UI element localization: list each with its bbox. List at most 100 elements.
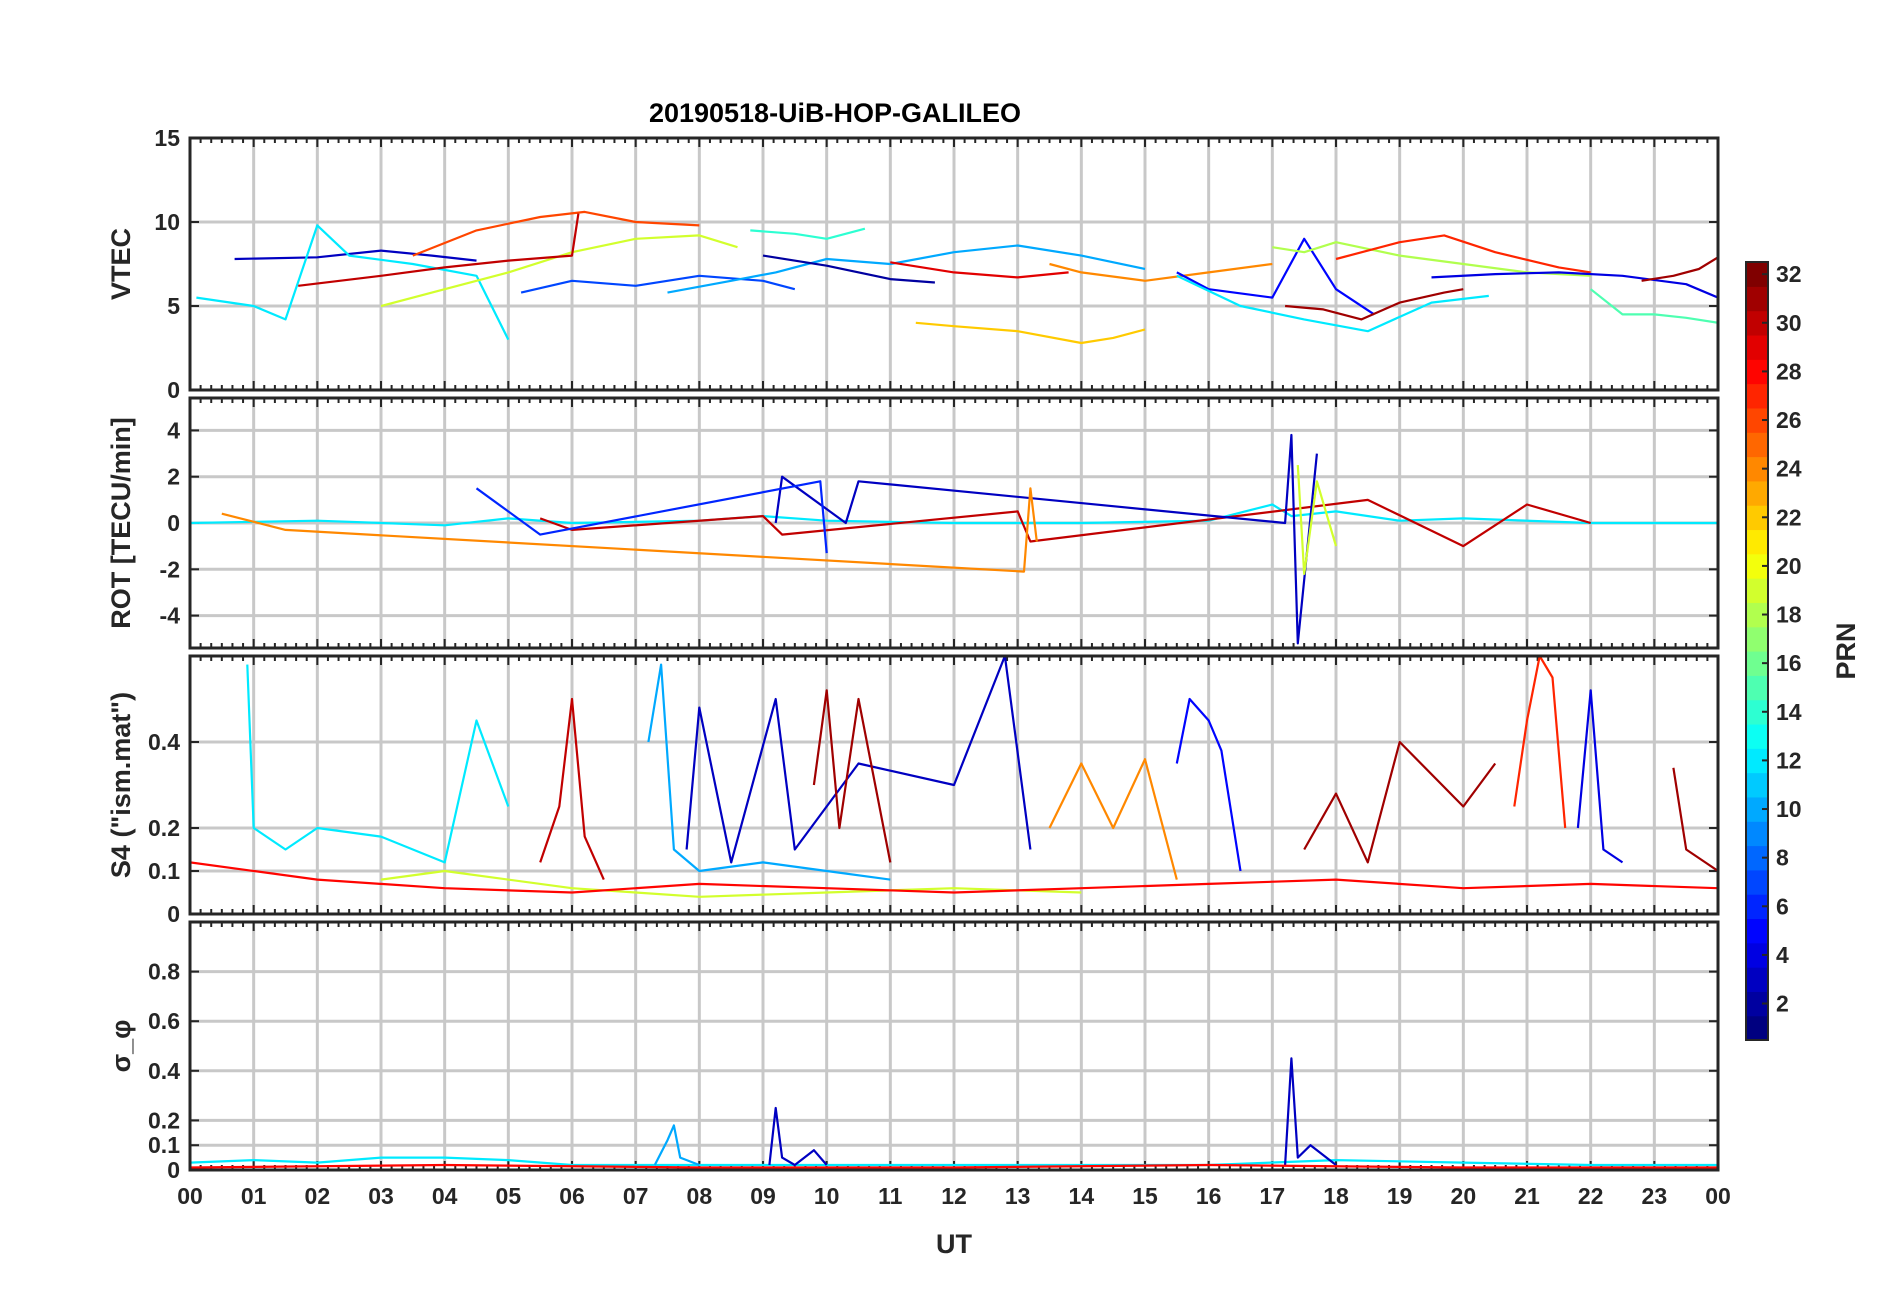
series-line-prn-30: [298, 213, 580, 287]
x-tick-label: 07: [623, 1183, 649, 1209]
axes-frame: [188, 396, 1720, 650]
x-tick-label: 15: [1132, 1183, 1158, 1209]
colorbar-segment: [1746, 383, 1768, 409]
series-line-prn-10: [647, 663, 891, 881]
series-line-prn-19: [380, 869, 1082, 898]
x-tick-label: 08: [687, 1183, 713, 1209]
series-line-prn-12: [196, 224, 510, 341]
series-group: [190, 433, 1718, 645]
y-tick-label: 0.1: [148, 1132, 180, 1158]
series-group: [196, 210, 1718, 345]
x-tick-label: 16: [1196, 1183, 1222, 1209]
series-line-prn-22: [915, 321, 1146, 345]
colorbar-frame: [1745, 261, 1769, 1041]
x-tick-label: 11: [878, 1183, 903, 1209]
x-tick-label: 23: [1642, 1183, 1668, 1209]
colorbar-tick-label: 32: [1776, 261, 1802, 287]
y-tick-label: 0.2: [148, 815, 180, 841]
series-line-prn-3: [234, 249, 477, 262]
x-tick-label: 03: [368, 1183, 394, 1209]
colorbar-segment: [1746, 626, 1768, 652]
series-line-prn-24: [1048, 758, 1178, 880]
colorbar-segment: [1746, 699, 1768, 725]
colorbar-segment: [1746, 407, 1768, 433]
chart-title: 20190518-UiB-HOP-GALILEO: [649, 98, 1021, 128]
colorbar-segment: [1746, 553, 1768, 579]
x-tick-label: 18: [1323, 1183, 1349, 1209]
series-line-prn-6: [475, 480, 828, 554]
colorbar-segment: [1746, 723, 1768, 749]
colorbar-segment: [1746, 894, 1768, 920]
series-line-prn-3: [685, 656, 1032, 864]
axes-frame: [188, 136, 1720, 392]
colorbar-segment: [1746, 651, 1768, 676]
x-tick-label: 09: [750, 1183, 776, 1209]
x-tick-label: 13: [1005, 1183, 1031, 1209]
series-line-prn-2: [762, 254, 935, 284]
colorbar-segment: [1746, 286, 1768, 312]
y-tick-label: 15: [154, 125, 180, 151]
y-tick-label: -4: [160, 603, 181, 629]
colorbar-tick-label: 12: [1776, 747, 1802, 773]
panel-rot: -4 -2 0 2 4 ROT [TECU/min]: [106, 396, 1720, 650]
colorbar-tick-label: 20: [1776, 553, 1802, 579]
y-axis-label: ROT [TECU/min]: [106, 417, 136, 628]
y-tick-label: 2: [167, 464, 180, 490]
colorbar-segment: [1746, 918, 1768, 944]
series-line-prn-24: [1049, 262, 1273, 282]
colorbar-tick-label: 4: [1776, 942, 1789, 968]
y-tick-label: 0: [167, 510, 180, 536]
y-axis-label: S4 ("ism.mat"): [106, 692, 136, 878]
series-line-prn-15: [1590, 288, 1718, 324]
series-line-prn-4: [1431, 271, 1718, 299]
colorbar-segment: [1746, 991, 1768, 1017]
colorbar-segment: [1746, 821, 1768, 847]
colorbar-segment: [1746, 748, 1768, 774]
colorbar-segment: [1746, 480, 1768, 506]
colorbar-segment: [1746, 456, 1768, 482]
colorbar-tick-label: 18: [1776, 602, 1802, 628]
colorbar-tick-label: 16: [1776, 650, 1802, 676]
x-tick-label: 10: [814, 1183, 840, 1209]
x-tick-label: 02: [305, 1183, 331, 1209]
y-tick-label: 0: [167, 1157, 180, 1183]
y-tick-label: 0: [167, 901, 180, 927]
x-tick-label: 06: [559, 1183, 585, 1209]
series-line-prn-28: [190, 861, 1718, 894]
series-line-prn-24: [221, 487, 1038, 573]
colorbar-segment: [1746, 529, 1768, 555]
series-line-prn-31: [1303, 740, 1497, 864]
colorbar-segment: [1746, 796, 1768, 822]
series-line-prn-5: [1176, 237, 1375, 316]
colorbar-tick-label: 6: [1776, 893, 1789, 919]
series-line-prn-12: [1176, 274, 1489, 333]
series-line-prn-29: [890, 261, 1069, 279]
y-axis-label: σ_φ: [106, 1020, 136, 1073]
series-line-prn-7: [520, 274, 796, 294]
series-line-prn-3: [768, 1106, 828, 1167]
x-tick-label: 12: [941, 1183, 967, 1209]
x-tick-label: 00: [1705, 1183, 1731, 1209]
axes-frame: [188, 920, 1720, 1172]
colorbar-tick-label: 8: [1776, 845, 1789, 871]
colorbar-tick-label: 24: [1776, 456, 1802, 482]
x-tick-label: 21: [1514, 1183, 1540, 1209]
x-tick-label: 04: [432, 1183, 458, 1209]
colorbar-tick-label: 30: [1776, 310, 1802, 336]
series-line-prn-31: [1285, 288, 1464, 321]
series-line-prn-31: [1641, 256, 1718, 282]
colorbar-segment: [1746, 602, 1768, 628]
colorbar-segment: [1746, 310, 1768, 336]
x-tick-label: 01: [241, 1183, 267, 1209]
x-tick-label: 17: [1260, 1183, 1286, 1209]
y-axis-label: VTEC: [106, 228, 136, 300]
colorbar-segment: [1746, 334, 1768, 360]
series-line-prn-27: [1335, 234, 1591, 274]
y-tick-label: 0.4: [148, 1058, 180, 1084]
colorbar-tick-label: 22: [1776, 504, 1802, 530]
panel-sigma_phi: 00.10.2 0.4 0.6 0.8 σ_φ 00 01 02 03 04 05 06 07 08 09 1…: [106, 920, 1731, 1209]
x-tick-label: 19: [1387, 1183, 1413, 1209]
x-tick-label: 22: [1578, 1183, 1604, 1209]
colorbar-tick-label: 2: [1776, 991, 1789, 1017]
